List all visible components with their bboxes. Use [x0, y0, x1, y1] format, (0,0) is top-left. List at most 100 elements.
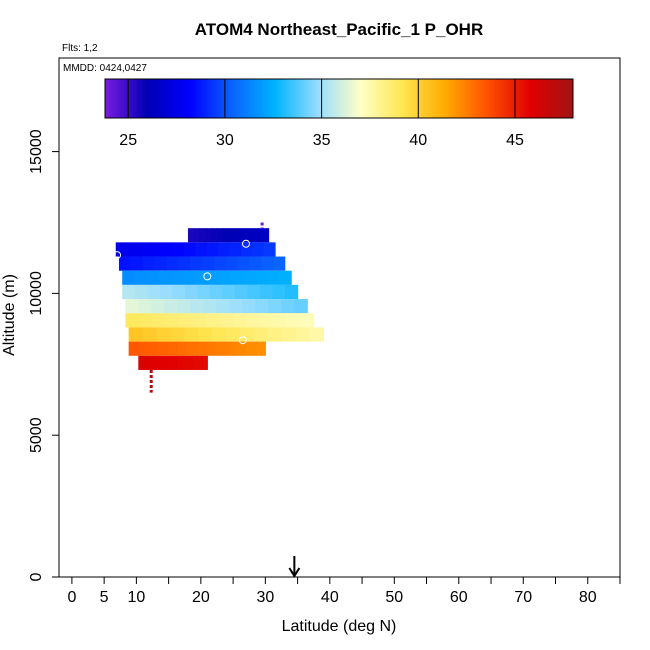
data-cell — [148, 341, 159, 356]
colorbar-gradient — [104, 78, 574, 119]
data-cell — [216, 228, 224, 243]
data-cell — [255, 341, 266, 356]
data-cell — [309, 327, 324, 342]
colorbar-tick-label: 30 — [216, 132, 234, 149]
data-cell — [206, 242, 219, 257]
data-cell — [205, 228, 212, 243]
plot-area — [113, 222, 324, 578]
data-cell — [189, 256, 203, 271]
data-marker — [203, 272, 212, 281]
data-cell — [177, 355, 184, 370]
data-cell — [162, 355, 169, 370]
data-cell — [184, 284, 198, 300]
data-cell — [147, 284, 161, 300]
data-cell — [164, 299, 178, 314]
data-marker — [113, 251, 122, 260]
data-cell — [234, 228, 241, 243]
data-cell — [187, 341, 198, 356]
data-cell — [273, 313, 288, 328]
data-cell — [177, 341, 188, 356]
data-cell — [128, 327, 144, 342]
data-band — [122, 270, 292, 285]
data-cell — [260, 284, 274, 300]
colorbar-tick-label: 45 — [506, 132, 524, 149]
x-axis: 0 5 10 20 30 40 50 60 70 80 — [67, 577, 621, 606]
data-cell — [134, 284, 148, 300]
data-cell — [197, 355, 203, 370]
data-cell — [267, 270, 280, 285]
data-cell — [134, 270, 147, 285]
data-cell — [115, 242, 128, 257]
data-cell — [242, 299, 256, 314]
data-cell — [172, 242, 185, 257]
colorbar-tick-label: 35 — [313, 132, 331, 149]
y-tick-label: 0 — [28, 572, 45, 581]
data-cell — [179, 313, 194, 328]
data-cell — [226, 327, 241, 342]
data-cell — [245, 228, 252, 243]
data-marker — [238, 336, 247, 345]
data-cell — [234, 284, 249, 300]
y-axis: 0 5000 10000 15000 — [28, 129, 59, 581]
data-cell — [294, 299, 308, 314]
data-cell — [285, 284, 299, 300]
data-cell — [281, 327, 297, 342]
data-cell — [206, 313, 221, 328]
data-cell — [268, 299, 282, 314]
arrow-head — [288, 567, 301, 578]
data-cell — [239, 327, 255, 342]
data-cell — [167, 341, 179, 356]
data-cell — [300, 313, 315, 328]
data-cell — [146, 270, 159, 285]
x-tick-label: 20 — [192, 589, 210, 606]
data-cell — [226, 341, 237, 356]
data-cell — [149, 242, 162, 257]
data-cell — [142, 256, 156, 271]
flights-label: Flts: 1,2 — [62, 43, 98, 54]
data-cell — [197, 284, 211, 300]
data-cell — [229, 242, 242, 257]
data-cell — [157, 341, 169, 356]
data-cell — [212, 327, 227, 342]
data-cell — [201, 256, 215, 271]
data-cell — [202, 355, 208, 370]
data-cell — [225, 256, 238, 271]
data-cell — [213, 256, 227, 271]
data-cell — [184, 242, 196, 257]
data-cell — [240, 242, 253, 257]
data-cell — [182, 355, 189, 370]
data-cell — [161, 242, 174, 257]
data-cell — [187, 228, 195, 243]
data-cell — [195, 242, 208, 257]
data-cell — [228, 228, 235, 243]
data-cell — [170, 327, 185, 342]
data-cell — [233, 313, 248, 328]
data-cell — [222, 284, 236, 300]
x-axis-label: Latitude (deg N) — [282, 618, 397, 635]
data-band — [128, 341, 266, 356]
data-cell — [118, 256, 132, 271]
data-cell — [237, 256, 250, 271]
data-cell — [255, 299, 269, 314]
data-cell — [222, 228, 229, 243]
data-cell — [194, 270, 208, 285]
data-cell — [182, 270, 196, 285]
data-cell — [257, 228, 264, 243]
y-axis-label: Altitude (m) — [1, 274, 18, 356]
data-cell — [229, 299, 243, 314]
data-cell — [156, 327, 171, 342]
x-tick-label: 0 — [67, 589, 76, 606]
data-band — [118, 256, 286, 271]
data-cell — [158, 270, 172, 285]
data-cell — [203, 299, 217, 314]
data-cell — [295, 327, 311, 342]
data-cell — [281, 299, 295, 314]
data-cell — [167, 355, 174, 370]
data-cell — [253, 327, 269, 342]
x-tick-label: 40 — [321, 589, 339, 606]
data-cell — [178, 256, 191, 271]
data-cell — [125, 299, 140, 314]
x-tick-label: 30 — [256, 589, 274, 606]
data-cell — [252, 242, 265, 257]
colorbar: 25 30 35 40 45 — [104, 78, 574, 149]
